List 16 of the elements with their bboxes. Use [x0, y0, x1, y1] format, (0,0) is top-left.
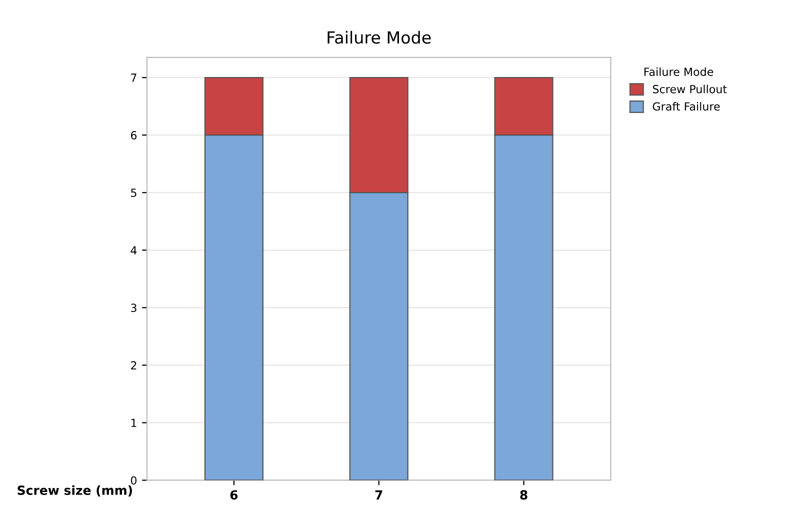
- y-tick-label: 3: [131, 304, 136, 312]
- x-axis-title: Screw size (mm): [18, 485, 132, 496]
- x-tick-label: 6: [230, 490, 238, 500]
- y-tick-label: 6: [130, 131, 137, 140]
- chart-title: Failure Mode: [328, 30, 431, 44]
- legend-label: Screw Pullout: [652, 84, 727, 94]
- y-tick-label: 7: [131, 74, 136, 82]
- legend-title: Failure Mode: [644, 67, 714, 76]
- y-tick-label: 0: [130, 476, 137, 485]
- x-tick-label: 7: [375, 490, 382, 500]
- y-tick-label: 4: [130, 246, 137, 254]
- x-tick-label: 8: [520, 490, 528, 500]
- legend-label: Graft Failure: [652, 102, 720, 111]
- y-tick-label: 2: [131, 361, 136, 370]
- y-tick-label: 1: [131, 418, 136, 427]
- y-tick-label: 5: [131, 188, 136, 197]
